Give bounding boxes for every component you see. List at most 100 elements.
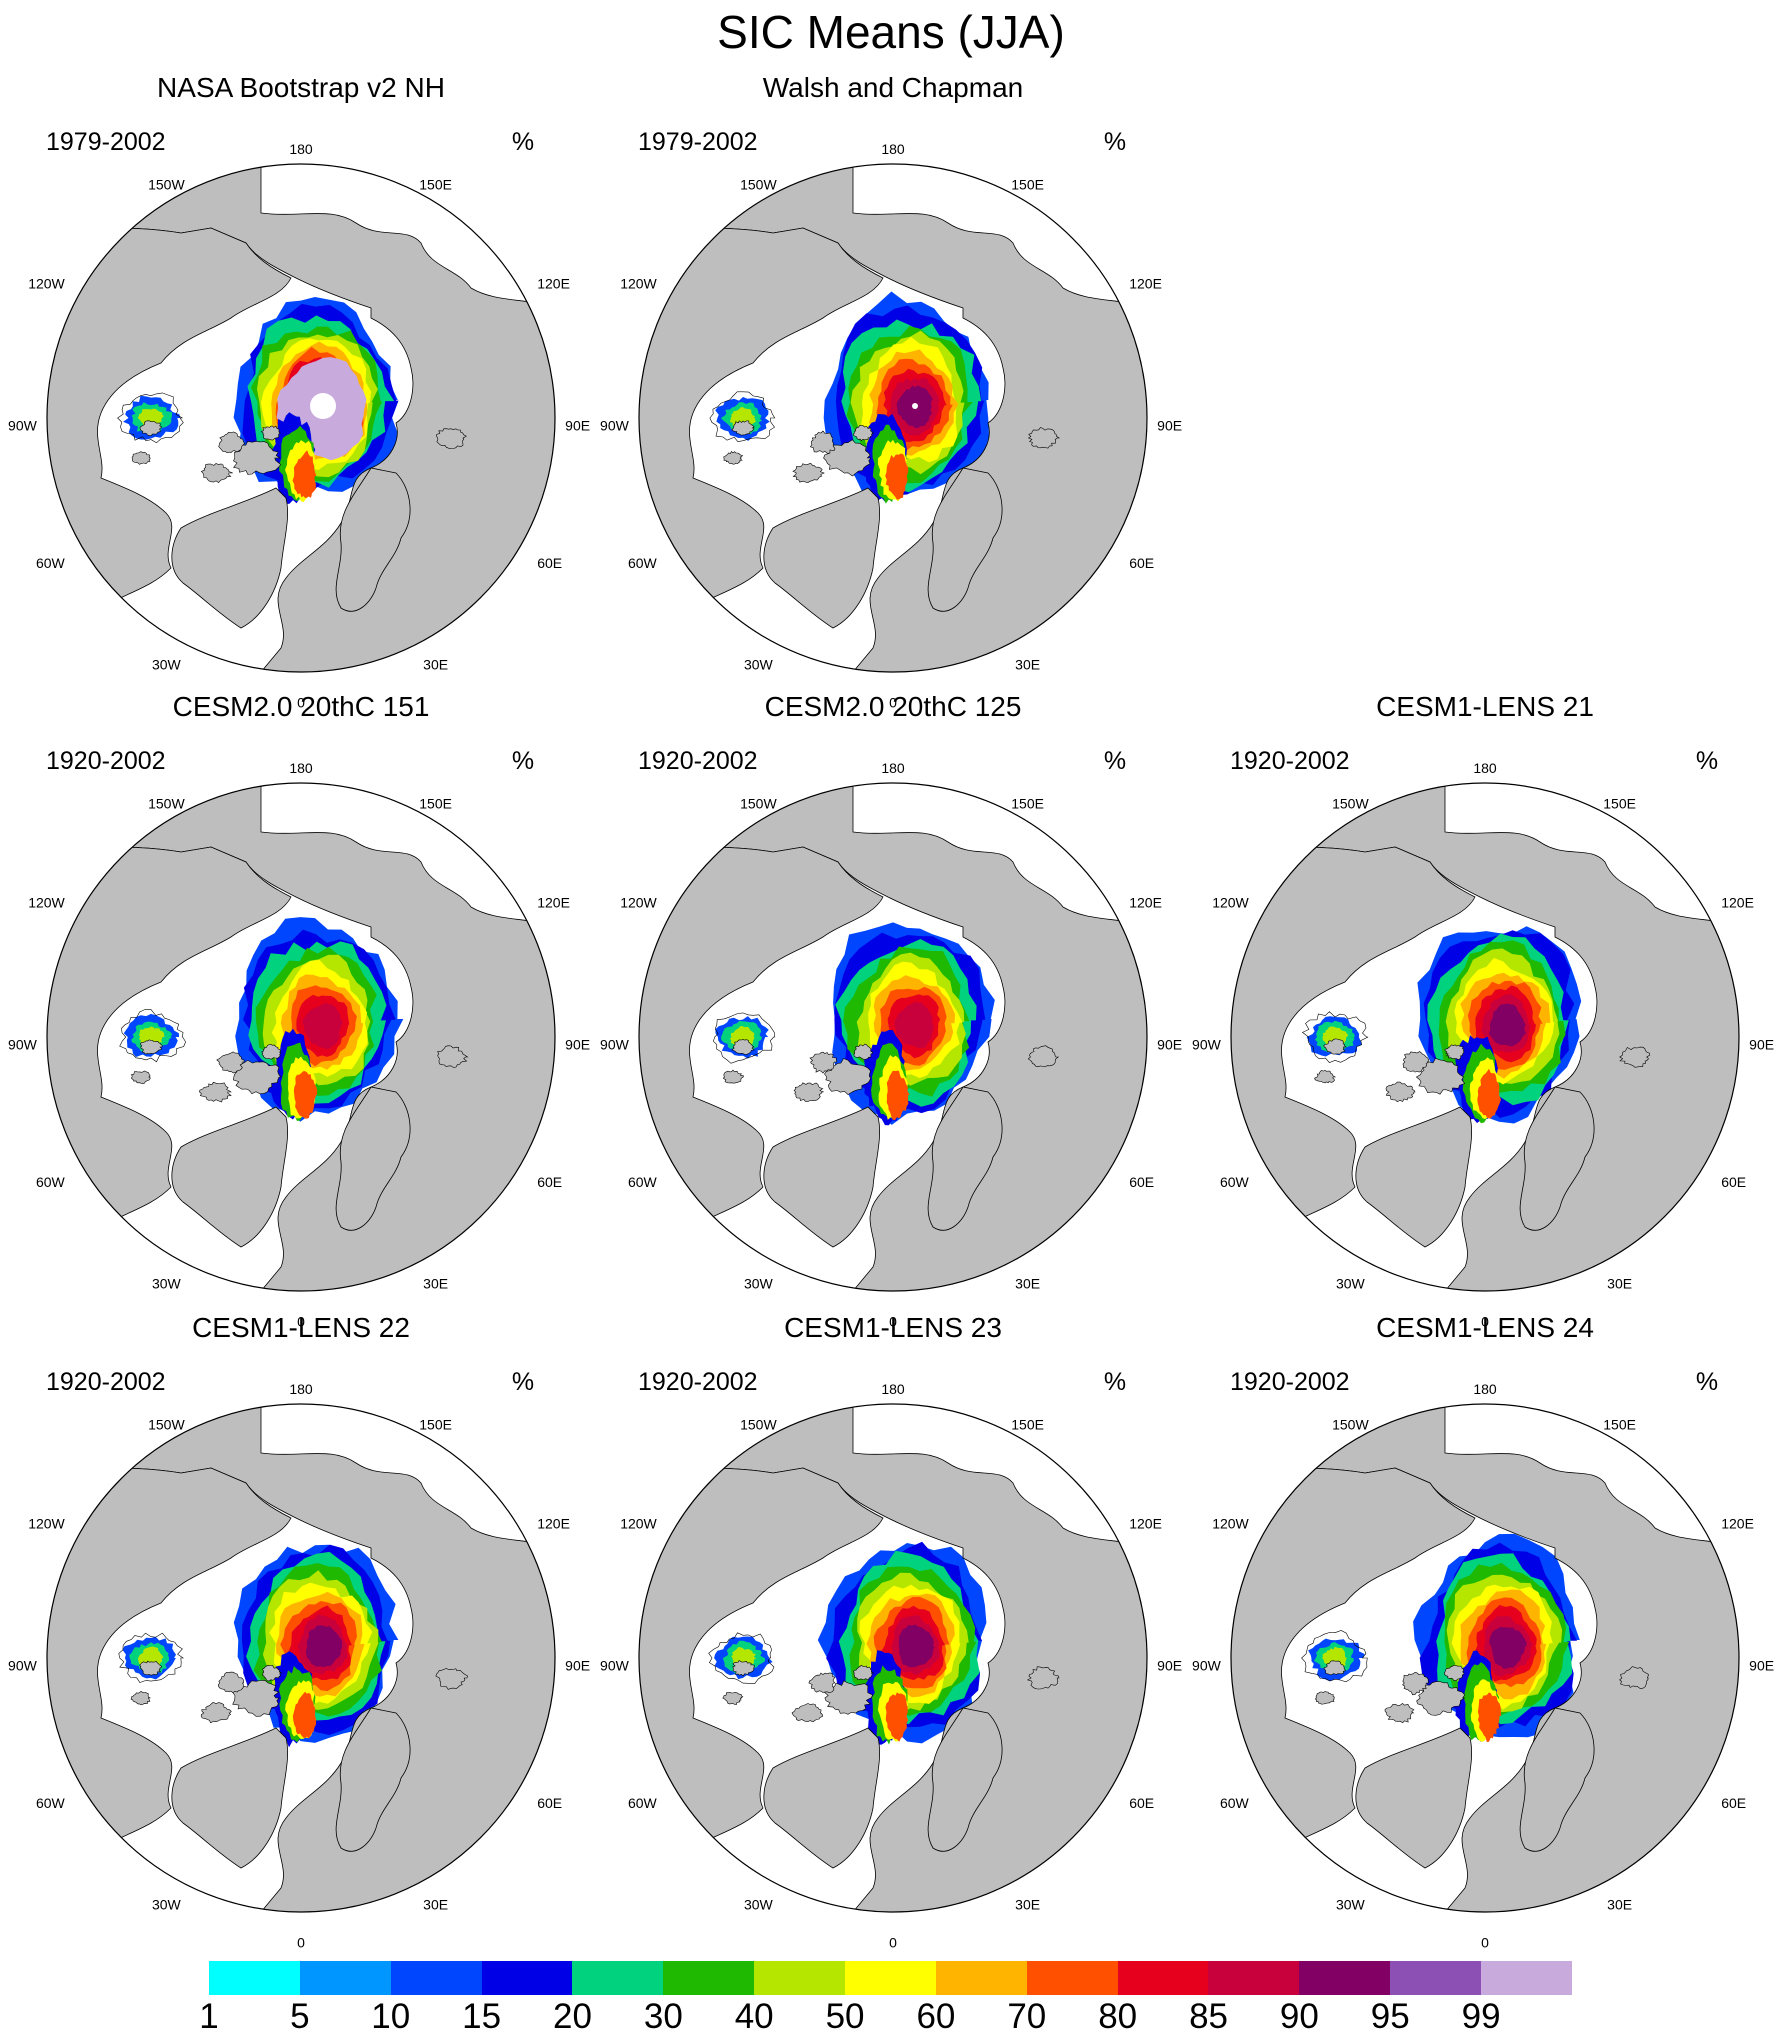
- colorbar-label: 40: [734, 1997, 774, 2036]
- panel-unit: %: [1696, 747, 1718, 775]
- longitude-label: 120W: [1212, 894, 1249, 910]
- colorbar-swatch: [663, 1961, 755, 1995]
- figure-title: SIC Means (JJA): [717, 6, 1065, 58]
- longitude-label: 150E: [1603, 795, 1636, 811]
- sic-band: [293, 1071, 318, 1119]
- island: [731, 420, 755, 436]
- sic-band: [292, 1691, 317, 1739]
- island: [1402, 1051, 1430, 1073]
- colorbar-label: 99: [1461, 1997, 1501, 2036]
- land: [171, 1106, 289, 1248]
- island: [731, 1039, 755, 1055]
- longitude-label: 90E: [565, 1037, 590, 1053]
- map-border: [46, 163, 556, 673]
- panel-unit: %: [1696, 1368, 1718, 1396]
- land: [927, 1707, 1003, 1852]
- land: [1355, 1106, 1473, 1248]
- longitude-label: 0: [889, 1313, 897, 1329]
- island: [1402, 1671, 1430, 1696]
- longitude-label: 0: [297, 1934, 305, 1950]
- land: [171, 487, 289, 629]
- longitude-label: 0: [297, 694, 305, 710]
- colorbar-swatch: [572, 1961, 664, 1995]
- island: [261, 1665, 282, 1682]
- longitude-label: 120E: [537, 1515, 570, 1531]
- longitude-label: 30W: [744, 656, 774, 672]
- land: [335, 467, 411, 612]
- land: [639, 846, 884, 1248]
- island: [809, 430, 836, 454]
- colorbar-label: 1: [199, 1997, 219, 2036]
- longitude-label: 60E: [1129, 1174, 1154, 1190]
- map-panel: CESM1-LENS 21 1920-2002 % 180 0 150W 150E 120W 1…: [1192, 691, 1774, 1329]
- colorbar-swatch: [1481, 1961, 1572, 1995]
- longitude-label: 60E: [1129, 1795, 1154, 1811]
- panel-title: Walsh and Chapman: [763, 72, 1023, 103]
- longitude-label: 120E: [1721, 1515, 1754, 1531]
- colorbar-label: 20: [552, 1997, 592, 2036]
- island: [1619, 1666, 1649, 1690]
- longitude-label: 150W: [148, 176, 185, 192]
- island: [1026, 1666, 1060, 1690]
- island: [732, 1660, 755, 1677]
- longitude-label: 180: [881, 141, 905, 157]
- longitude-label: 120W: [620, 275, 657, 291]
- panel-period: 1920-2002: [1230, 747, 1350, 775]
- island: [200, 463, 233, 483]
- longitude-label: 120W: [1212, 1515, 1249, 1531]
- sic-band: [292, 450, 317, 498]
- panel-title: CESM1-LENS 22: [192, 1312, 410, 1343]
- longitude-label: 90E: [1749, 1658, 1774, 1674]
- colorbar-swatch: [754, 1961, 846, 1995]
- longitude-label: 30E: [1607, 1896, 1632, 1912]
- map-border: [46, 1403, 556, 1913]
- longitude-label: 150E: [1011, 795, 1044, 811]
- longitude-label: 60E: [537, 1795, 562, 1811]
- island: [131, 451, 151, 465]
- panel-title: CESM2.0 20thC 125: [765, 691, 1022, 722]
- island: [1444, 1665, 1465, 1682]
- land: [335, 1086, 411, 1231]
- longitude-label: 90W: [8, 1037, 38, 1053]
- longitude-label: 30E: [1015, 656, 1040, 672]
- island: [1416, 1681, 1466, 1716]
- longitude-label: 150E: [1603, 1416, 1636, 1432]
- colorbar-label: 85: [1189, 1997, 1228, 2036]
- island: [436, 428, 467, 449]
- panel-period: 1979-2002: [638, 128, 758, 156]
- map-panel: CESM1-LENS 23 1920-2002 % 180 0 150W 150E 120W 1…: [600, 1312, 1182, 1950]
- island: [1323, 1038, 1347, 1055]
- island: [1027, 1045, 1060, 1067]
- sic-band: [1488, 1003, 1526, 1047]
- island: [1385, 1081, 1416, 1103]
- panel-period: 1920-2002: [46, 1368, 166, 1396]
- sic-band: [1477, 1692, 1502, 1742]
- panel-period: 1979-2002: [46, 128, 166, 156]
- colorbar-swatch: [935, 1961, 1027, 1995]
- land: [47, 227, 292, 629]
- longitude-label: 60E: [1721, 1795, 1746, 1811]
- map-border: [638, 782, 1148, 1292]
- colorbar: [209, 1961, 1572, 1995]
- sic-band: [894, 1001, 935, 1049]
- colorbar-swatch: [481, 1961, 573, 1995]
- map-border: [1230, 782, 1740, 1292]
- longitude-label: 30E: [423, 1896, 448, 1912]
- longitude-label: 30E: [423, 1275, 448, 1291]
- land: [927, 1086, 1003, 1231]
- longitude-label: 150W: [740, 1416, 777, 1432]
- longitude-label: 180: [289, 141, 313, 157]
- island: [130, 1691, 151, 1706]
- longitude-label: 0: [889, 1934, 897, 1950]
- longitude-label: 60W: [628, 555, 658, 571]
- longitude-label: 150W: [740, 176, 777, 192]
- colorbar-label: 95: [1370, 1997, 1410, 2036]
- longitude-label: 60W: [36, 555, 66, 571]
- sic-band: [885, 1692, 909, 1742]
- colorbar-label: 60: [916, 1997, 956, 2036]
- longitude-label: 60W: [1220, 1795, 1250, 1811]
- colorbar-label: 10: [371, 1997, 411, 2036]
- longitude-label: 60E: [537, 1174, 562, 1190]
